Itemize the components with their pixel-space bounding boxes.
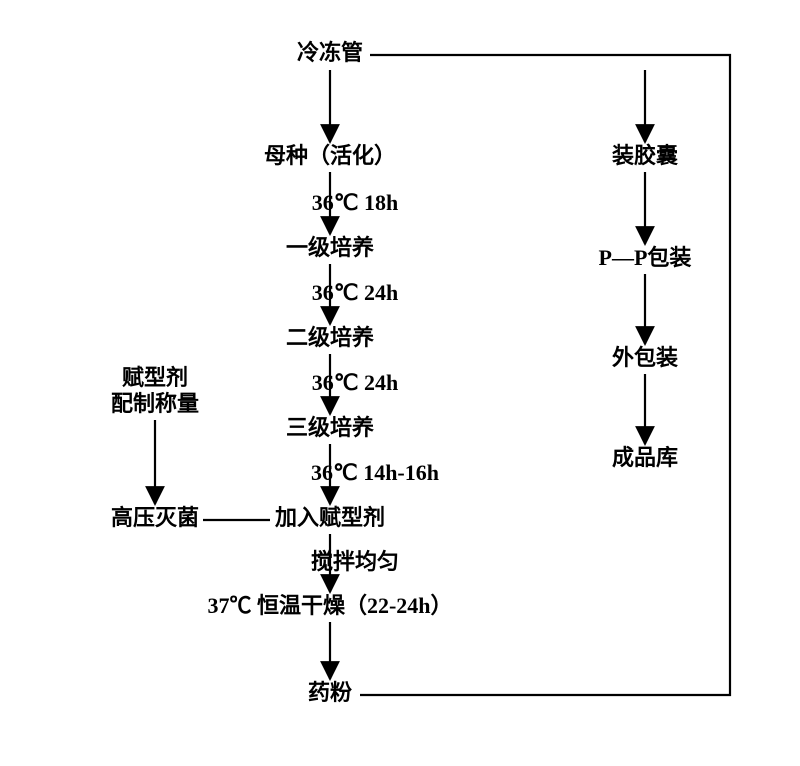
svg-text:36℃ 24h: 36℃ 24h: [312, 280, 398, 305]
svg-text:加入赋型剂: 加入赋型剂: [274, 505, 385, 530]
svg-text:三级培养: 三级培养: [286, 415, 374, 440]
svg-text:36℃ 14h-16h: 36℃ 14h-16h: [311, 460, 439, 485]
svg-text:高压灭菌: 高压灭菌: [111, 505, 199, 530]
svg-text:一级培养: 一级培养: [286, 235, 374, 260]
svg-text:二级培养: 二级培养: [286, 325, 374, 350]
svg-text:药粉: 药粉: [308, 680, 352, 705]
svg-text:36℃ 24h: 36℃ 24h: [312, 370, 398, 395]
svg-text:成品库: 成品库: [612, 445, 678, 470]
svg-text:P—P包装: P—P包装: [599, 245, 692, 270]
svg-text:配制称量: 配制称量: [111, 391, 199, 416]
svg-text:搅拌均匀: 搅拌均匀: [311, 549, 399, 574]
svg-text:36℃ 18h: 36℃ 18h: [312, 190, 398, 215]
svg-text:冷冻管: 冷冻管: [297, 40, 363, 65]
svg-text:外包装: 外包装: [612, 345, 678, 370]
svg-text:母种（活化）: 母种（活化）: [264, 143, 396, 168]
svg-text:赋型剂: 赋型剂: [122, 365, 188, 390]
svg-text:37℃ 恒温干燥（22-24h）: 37℃ 恒温干燥（22-24h）: [207, 593, 452, 618]
svg-text:装胶囊: 装胶囊: [612, 143, 678, 168]
